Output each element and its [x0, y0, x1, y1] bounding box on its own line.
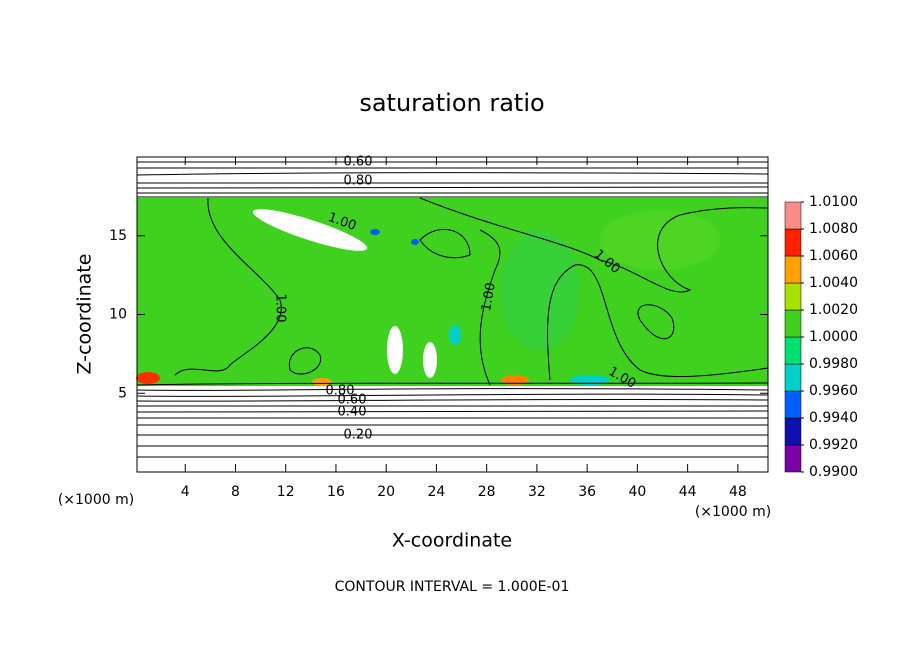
colorbar-bin — [784, 309, 802, 338]
colorbar-tick-label: 1.0040 — [809, 275, 858, 291]
x-tick-label: 44 — [679, 484, 697, 500]
field — [136, 198, 768, 386]
colorbar-tick-label: 1.0080 — [809, 221, 858, 237]
colorbar-bin — [784, 228, 802, 257]
colorbar-tick-label: 1.0060 — [809, 248, 858, 264]
colorbar-bin — [784, 417, 802, 446]
colorbar-tick-label: 0.9960 — [809, 383, 858, 399]
colorbar-bin — [784, 444, 802, 473]
x-axis-label: X-coordinate — [392, 530, 512, 552]
colorbar-bin — [784, 390, 802, 419]
x-tick-label: 36 — [578, 484, 596, 500]
contour-label: 0.20 — [344, 428, 373, 443]
colorbar-tick-label: 1.0000 — [809, 329, 858, 345]
colorbar-tick-label: 1.0020 — [809, 302, 858, 318]
x-tick-label: 20 — [377, 484, 395, 500]
y-tick-label: 10 — [109, 307, 127, 323]
x-tick-label: 48 — [729, 484, 747, 500]
x-tick-label: 4 — [181, 484, 190, 500]
colorbar-tick-label: 0.9940 — [809, 410, 858, 426]
colorbar-tick-label: 0.9900 — [809, 464, 858, 480]
colorbar-bin — [784, 255, 802, 284]
colorbar-tick-label: 1.0100 — [809, 194, 858, 210]
y-axis-label: Z-coordinate — [74, 254, 96, 375]
contour-label: 0.80 — [326, 384, 355, 399]
x-tick-label: 32 — [528, 484, 546, 500]
contour-label: 0.60 — [338, 393, 367, 408]
annotation: CONTOUR INTERVAL = 1.000E-01 — [335, 579, 570, 595]
colorbar-tick-label: 0.9980 — [809, 356, 858, 372]
chart-title: saturation ratio — [359, 89, 544, 117]
colorbar-bin — [784, 282, 802, 311]
y-tick-label: 5 — [118, 385, 127, 401]
x-tick-label: 24 — [428, 484, 446, 500]
contour-label: 1.00 — [479, 281, 499, 312]
x-tick-label: 28 — [478, 484, 496, 500]
contour-label: 0.40 — [338, 405, 367, 420]
colorbar-bin — [784, 201, 802, 230]
contour-label: 1.00 — [273, 294, 288, 323]
x-tick-label: 16 — [327, 484, 345, 500]
x-unit: (×1000 m) — [58, 492, 134, 508]
x-unit: (×1000 m) — [695, 504, 771, 520]
y-tick-label: 15 — [109, 228, 127, 244]
x-tick-label: 12 — [277, 484, 295, 500]
colorbar-tick-label: 0.9920 — [809, 437, 858, 453]
contour-label: 0.80 — [344, 174, 373, 189]
colorbar-bin — [784, 336, 802, 365]
colorbar-bin — [784, 363, 802, 392]
x-tick-label: 40 — [628, 484, 646, 500]
x-tick-label: 8 — [231, 484, 240, 500]
contour-label: 0.60 — [344, 155, 373, 170]
